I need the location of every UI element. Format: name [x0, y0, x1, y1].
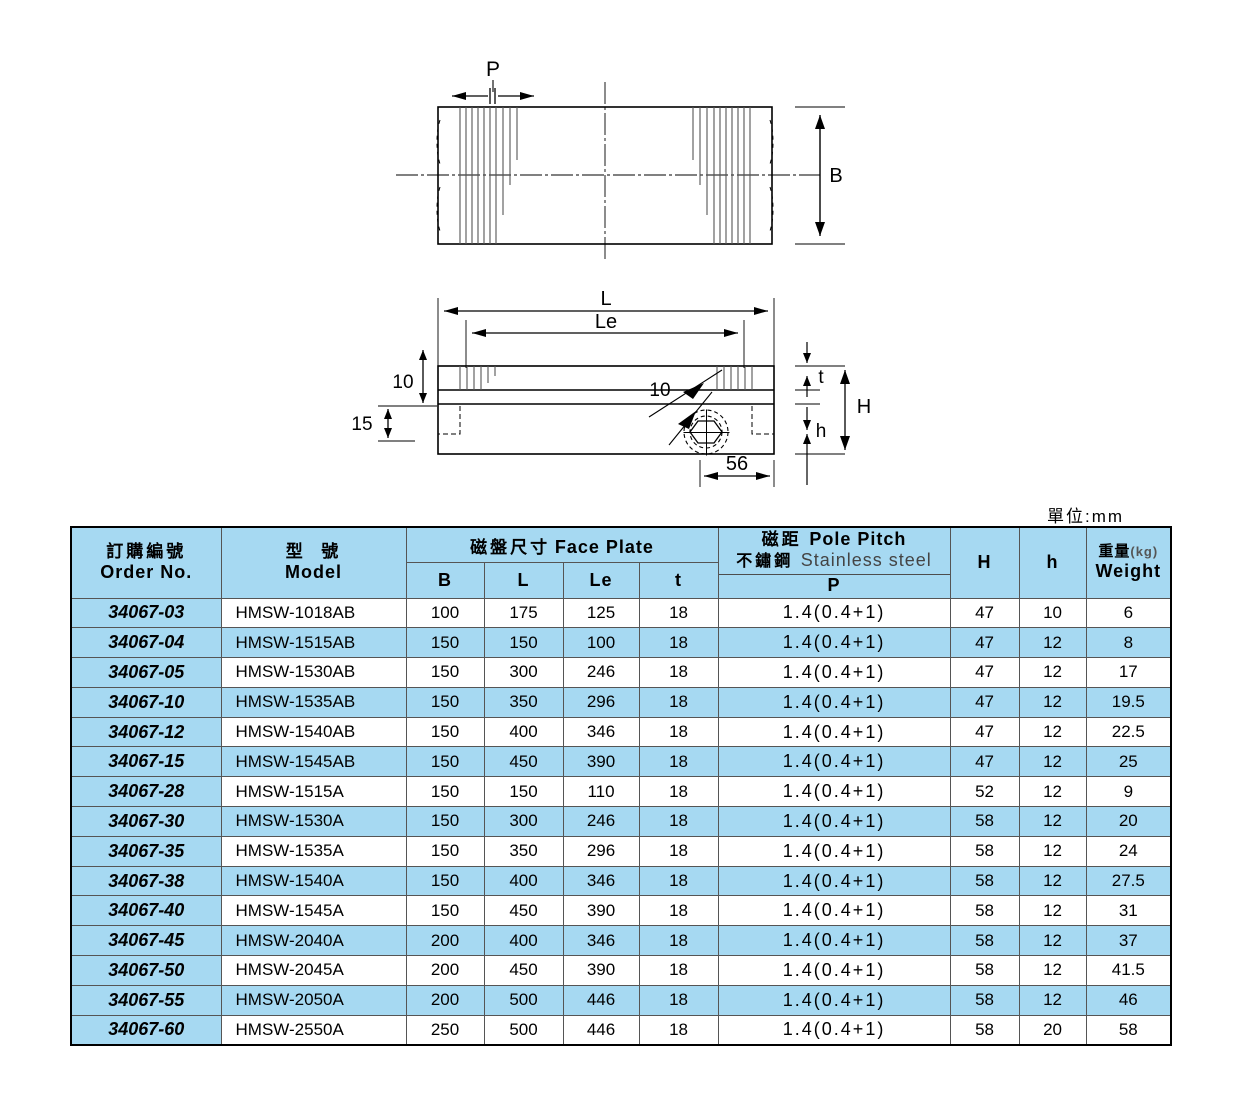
svg-text:P: P — [486, 58, 500, 81]
svg-text:h: h — [816, 421, 827, 442]
svg-text:56: 56 — [726, 453, 748, 475]
svg-text:t: t — [818, 367, 824, 388]
svg-text:H: H — [857, 396, 871, 418]
svg-text:10: 10 — [649, 380, 670, 401]
svg-text:10: 10 — [392, 372, 413, 393]
svg-text:Le: Le — [595, 311, 617, 333]
svg-text:L: L — [600, 288, 611, 310]
svg-text:B: B — [829, 165, 842, 187]
svg-text:15: 15 — [351, 414, 372, 435]
